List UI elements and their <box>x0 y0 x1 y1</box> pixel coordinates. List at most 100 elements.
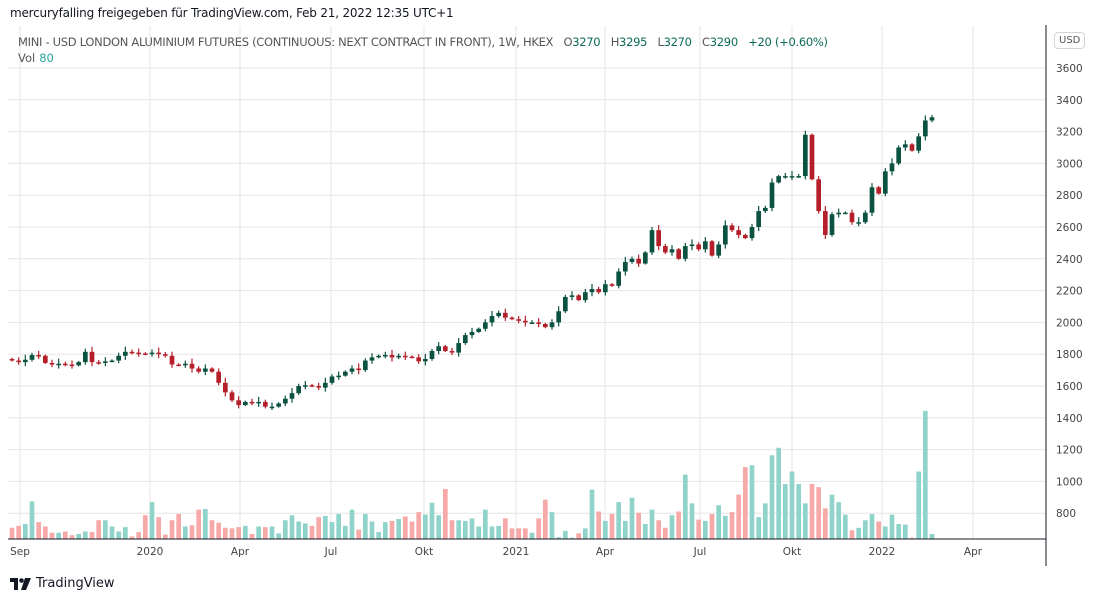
tradingview-logo-icon <box>10 577 31 590</box>
tradingview-logo[interactable]: TradingView <box>10 576 115 591</box>
volume-bars <box>9 410 935 539</box>
candle-body <box>636 258 641 264</box>
volume-bar <box>209 520 215 539</box>
volume-bar <box>816 487 821 539</box>
candle-body <box>803 134 808 177</box>
candle-body <box>796 176 801 178</box>
volume-bar <box>543 499 548 539</box>
volume-bar <box>349 509 355 539</box>
high-value: 3295 <box>619 35 648 49</box>
volume-bar <box>516 528 521 539</box>
volume-bar <box>316 517 321 539</box>
volume-bar <box>129 536 135 539</box>
volume-bar <box>136 532 141 539</box>
volume-bar <box>669 515 675 539</box>
volume-bar <box>103 520 108 539</box>
candle-body <box>203 368 208 372</box>
volume-bar <box>416 512 421 539</box>
volume-bar <box>309 525 315 539</box>
candle-body <box>123 351 128 356</box>
volume-bar <box>603 520 608 539</box>
candle-body <box>263 401 268 407</box>
volume-bar <box>269 526 275 539</box>
volume-bar <box>803 503 808 539</box>
candle-body <box>616 271 621 286</box>
candle-body <box>476 328 481 332</box>
volume-bar <box>823 508 828 539</box>
candle-body <box>336 375 341 378</box>
volume-legend: Vol 80 <box>18 51 54 65</box>
volume-bar <box>16 525 21 539</box>
candle-body <box>316 386 321 388</box>
volume-bar <box>229 528 235 539</box>
time-tick-label: Apr <box>964 546 983 558</box>
volume-bar <box>509 528 515 539</box>
candle-body <box>136 352 141 355</box>
price-tick-label: 1200 <box>1056 445 1083 457</box>
candle-body <box>763 207 768 212</box>
candle-body <box>569 295 575 297</box>
volume-bar <box>123 527 128 539</box>
volume-bar <box>429 502 435 539</box>
time-axis[interactable]: Sep 2020 Apr Jul Okt 2021 Apr Jul Okt 2022 Apr <box>10 546 983 558</box>
volume-bar <box>703 520 708 539</box>
candle-body <box>329 376 335 383</box>
candle-body <box>703 241 708 250</box>
volume-bar <box>376 532 381 539</box>
volume-bar <box>709 514 715 539</box>
volume-bar <box>789 471 795 539</box>
volume-bar <box>869 514 875 539</box>
volume-bar <box>689 503 695 539</box>
candle-body <box>689 244 695 247</box>
volume-bar <box>303 523 308 539</box>
volume-bar <box>289 515 295 539</box>
volume-bar <box>449 520 455 539</box>
price-tick-label: 2000 <box>1056 317 1083 329</box>
candle-body <box>36 354 41 357</box>
candle-body <box>49 362 55 365</box>
volume-bar <box>63 531 68 539</box>
time-tick-label: 2021 <box>503 546 530 558</box>
volume-bar <box>483 509 488 539</box>
candle-body <box>829 214 835 235</box>
candle-body <box>516 319 521 321</box>
candle-body <box>56 363 61 366</box>
volume-bar <box>469 518 475 539</box>
candle-body <box>349 368 355 372</box>
candle-body <box>489 316 495 323</box>
time-tick-label: Okt <box>415 546 433 558</box>
volume-bar <box>749 465 755 539</box>
volume-bar <box>629 497 635 539</box>
volume-bar <box>843 514 848 539</box>
candle-body <box>396 355 401 358</box>
candle-body <box>509 317 515 320</box>
symbol-title[interactable]: MINI - USD LONDON ALUMINIUM FUTURES (CON… <box>18 35 554 49</box>
volume-bar <box>183 526 188 539</box>
volume-bar <box>536 518 541 539</box>
candle-body <box>716 244 721 256</box>
candle-body <box>9 358 15 361</box>
volume-bar <box>836 502 841 539</box>
volume-bar <box>203 509 208 539</box>
candle-body <box>929 117 935 121</box>
volume-bar <box>776 447 781 539</box>
volume-bar <box>896 524 901 539</box>
volume-bar <box>656 520 661 539</box>
volume-bar <box>796 484 801 539</box>
candle-body <box>116 355 121 361</box>
currency-button[interactable]: USD <box>1054 32 1086 49</box>
candle-body <box>709 241 715 256</box>
volume-bar <box>343 525 348 539</box>
volume-bar <box>143 515 148 539</box>
price-axis[interactable]: 800 1000 1200 1400 1600 1800 2000 2200 2400 2600 2… <box>1056 63 1083 520</box>
candle-body <box>496 312 501 317</box>
volume-bar <box>43 526 48 539</box>
volume-bar <box>683 474 688 539</box>
volume-bar <box>56 532 61 539</box>
volume-bar <box>596 511 601 539</box>
price-tick-label: 1600 <box>1056 381 1083 393</box>
candle-body <box>176 364 181 367</box>
time-tick-label: Jul <box>693 546 707 558</box>
volume-bar <box>556 537 561 539</box>
